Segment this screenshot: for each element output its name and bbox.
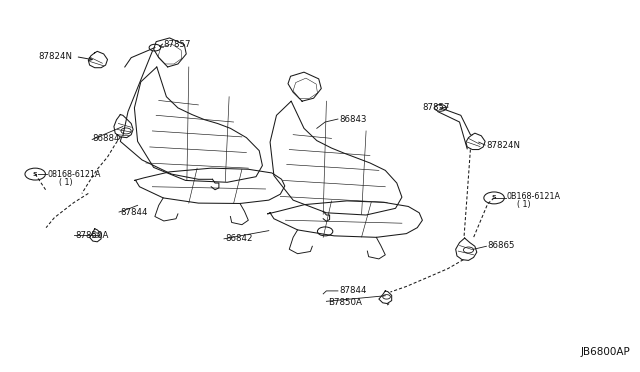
Text: 86865: 86865 bbox=[488, 241, 515, 250]
Text: JB6800AP: JB6800AP bbox=[580, 347, 630, 357]
Text: ( 1): ( 1) bbox=[517, 200, 531, 209]
Text: S: S bbox=[492, 195, 497, 201]
Text: 87850A: 87850A bbox=[76, 231, 109, 240]
Text: 87824N: 87824N bbox=[486, 141, 520, 150]
Text: 0B168-6121A: 0B168-6121A bbox=[507, 192, 561, 201]
Text: 87857: 87857 bbox=[422, 103, 450, 112]
Text: 87844: 87844 bbox=[339, 286, 367, 295]
Text: 87824N: 87824N bbox=[38, 52, 72, 61]
Text: 87844: 87844 bbox=[120, 208, 148, 217]
Text: 86842: 86842 bbox=[225, 234, 253, 243]
Text: 86843: 86843 bbox=[339, 115, 367, 124]
Text: ( 1): ( 1) bbox=[59, 178, 72, 187]
Text: 86884: 86884 bbox=[93, 134, 120, 143]
Text: S: S bbox=[33, 171, 38, 177]
Text: 08168-6121A: 08168-6121A bbox=[48, 170, 102, 179]
Text: B7850A: B7850A bbox=[328, 298, 362, 307]
Text: 87857: 87857 bbox=[163, 40, 191, 49]
